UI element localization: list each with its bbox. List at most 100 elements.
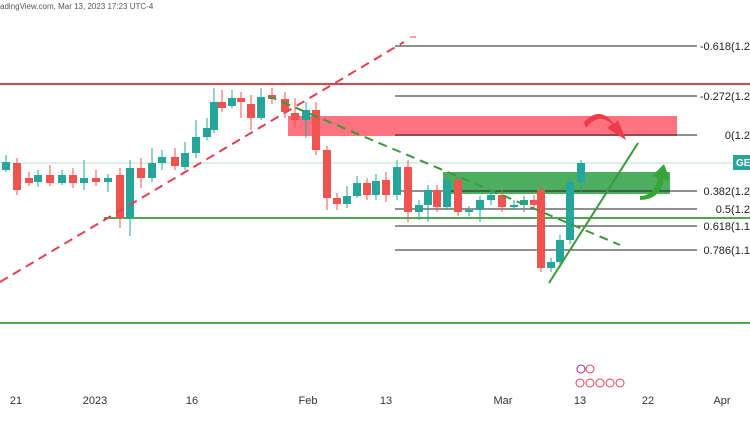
bullish-candle bbox=[443, 175, 451, 210]
bullish-candle bbox=[203, 118, 211, 140]
candle-body bbox=[465, 210, 473, 212]
bullish-candle bbox=[415, 200, 423, 220]
candle-body bbox=[530, 200, 538, 205]
price-badge-label: GE bbox=[736, 158, 750, 169]
candle-body bbox=[171, 157, 179, 166]
bullish-candle bbox=[58, 170, 66, 185]
candle-body bbox=[25, 178, 33, 183]
candle-body bbox=[58, 175, 66, 183]
bullish-candle bbox=[353, 176, 361, 198]
candle-body bbox=[577, 163, 585, 182]
candle-body bbox=[393, 167, 401, 195]
fib-level-label: 0.786(1.1 bbox=[704, 245, 750, 257]
bullish-candle bbox=[257, 88, 265, 120]
candle-body bbox=[415, 205, 423, 212]
event-icon bbox=[585, 364, 595, 374]
bearish-candle bbox=[530, 195, 538, 210]
falling-support-trendline bbox=[267, 95, 621, 246]
candle-body bbox=[181, 153, 189, 167]
x-tick-label: 2023 bbox=[83, 395, 107, 407]
candle-body bbox=[547, 262, 555, 268]
demand-zone bbox=[443, 172, 670, 194]
bearish-candle bbox=[92, 170, 100, 186]
candle-body bbox=[158, 157, 166, 163]
fib-level-label: 0.382(1.2 bbox=[704, 186, 750, 198]
trendlines-layer bbox=[0, 36, 639, 284]
tradingview-watermark: adingView.com, Mar 13, 2023 17:23 UTC-4 bbox=[0, 2, 154, 11]
candle-body bbox=[291, 113, 299, 120]
price-badge-layer: GE bbox=[733, 155, 750, 170]
candle-body bbox=[487, 195, 495, 200]
bearish-candle bbox=[454, 175, 462, 216]
fib-level-label: -0.618(1.2 bbox=[700, 41, 750, 53]
candle-body bbox=[247, 104, 255, 118]
event-icon bbox=[605, 378, 615, 388]
bearish-candle bbox=[323, 146, 331, 210]
bearish-candle bbox=[312, 102, 320, 155]
bullish-candle bbox=[547, 258, 555, 272]
bullish-candle bbox=[343, 186, 351, 208]
bearish-candle bbox=[333, 193, 341, 210]
bullish-candle bbox=[487, 190, 495, 205]
candle-body bbox=[312, 110, 320, 150]
event-icon bbox=[575, 378, 585, 388]
bullish-candle bbox=[104, 174, 112, 192]
bearish-candle bbox=[171, 148, 179, 170]
bearish-candle bbox=[13, 158, 21, 195]
bullish-candle bbox=[302, 102, 310, 138]
event-icon bbox=[576, 364, 586, 374]
candle-body bbox=[34, 175, 42, 182]
bearish-candle bbox=[363, 178, 371, 200]
candle-body bbox=[257, 97, 265, 118]
supply-zone bbox=[288, 116, 677, 136]
bullish-candle bbox=[372, 174, 380, 200]
candle-body bbox=[372, 181, 380, 195]
bullish-candle bbox=[393, 160, 401, 200]
candle-body bbox=[510, 205, 518, 207]
rising-support-trendline bbox=[548, 142, 639, 284]
bearish-candle bbox=[537, 185, 545, 272]
bullish-candle bbox=[80, 160, 88, 190]
x-tick-label: 21 bbox=[10, 395, 22, 407]
fib-level-label: 0.5(1.2 bbox=[716, 204, 750, 216]
bearish-candle bbox=[25, 172, 33, 186]
bearish-candle bbox=[382, 172, 390, 202]
candle-body bbox=[126, 168, 134, 218]
bullish-candle bbox=[566, 176, 574, 244]
bullish-candle bbox=[126, 160, 134, 236]
bearish-candle bbox=[404, 160, 412, 222]
x-tick-label: 22 bbox=[642, 395, 654, 407]
bullish-candle bbox=[424, 185, 432, 222]
x-tick-label: Mar bbox=[494, 395, 513, 407]
candle-body bbox=[498, 195, 506, 207]
candle-body bbox=[2, 162, 10, 170]
candle-body bbox=[116, 175, 124, 218]
candle-body bbox=[520, 200, 528, 205]
candle-body bbox=[382, 180, 390, 195]
bullish-candle bbox=[476, 196, 484, 222]
bearish-candle bbox=[247, 95, 255, 130]
bullish-candle bbox=[158, 150, 166, 170]
x-tick-label: 13 bbox=[380, 395, 392, 407]
candle-body bbox=[363, 183, 371, 195]
fib-levels-layer: -0.618(1.2 -0.272(1.2 0(1.2 0.382(1.2 0.5(1.… bbox=[395, 41, 750, 257]
candle-body bbox=[104, 178, 112, 182]
candle-body bbox=[228, 98, 236, 106]
event-icon bbox=[595, 378, 605, 388]
x-tick-label: 13 bbox=[574, 395, 586, 407]
bearish-candle bbox=[291, 98, 299, 128]
bullish-candle bbox=[192, 120, 200, 158]
bearish-candle bbox=[116, 168, 124, 228]
bullish-candle bbox=[148, 148, 156, 182]
event-icon bbox=[585, 378, 595, 388]
x-tick-label: Feb bbox=[299, 395, 318, 407]
bullish-candle bbox=[2, 155, 10, 172]
arrows-layer bbox=[584, 113, 670, 200]
candle-body bbox=[556, 240, 564, 262]
fib-level-label: 0.618(1.1 bbox=[704, 221, 750, 233]
fib-level-label: -0.272(1.2 bbox=[700, 91, 750, 103]
x-tick-label: 16 bbox=[186, 395, 198, 407]
candle-body bbox=[424, 190, 432, 205]
bearish-candle bbox=[498, 190, 506, 212]
